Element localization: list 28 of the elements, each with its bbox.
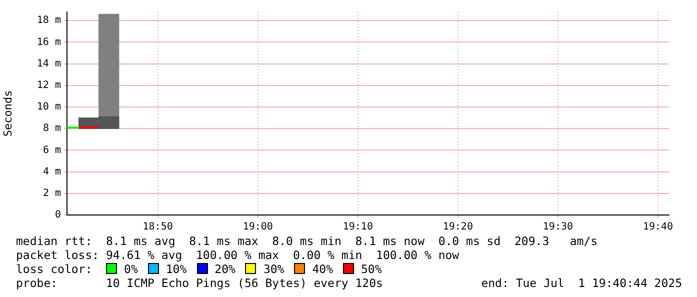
x-tick-label: 19:20: [442, 222, 473, 233]
legend-label: 50%: [360, 262, 382, 276]
x-tick-label: 19:10: [342, 222, 373, 233]
y-tick-label: 14 m: [36, 58, 61, 70]
y-tick-label: 12 m: [36, 80, 61, 92]
x-tick-label: 19:40: [642, 222, 674, 233]
legend-label: 20%: [214, 262, 236, 276]
y-tick-label: 0: [54, 210, 61, 221]
text: probe: 10 ICMP Echo Pings (56 Bytes) every 120s: [16, 276, 383, 290]
x-tick-label: 18:50: [142, 222, 173, 233]
x-tick-label: 19:30: [542, 222, 574, 233]
y-tick-label: 16 m: [36, 36, 61, 48]
y-tick-label: 8 m: [42, 123, 61, 134]
text: packet loss: 94.61 % avg 100.00 % max 0.00 % min 100.00 % now: [16, 248, 460, 262]
x-tick-label: 19:00: [242, 222, 273, 233]
y-tick-label: 4 m: [42, 166, 61, 178]
legend-label: 40%: [311, 262, 333, 276]
y-tick-label: 2 m: [42, 188, 61, 199]
legend-label: 30%: [262, 262, 284, 276]
y-tick-label: 18 m: [36, 15, 61, 26]
y-axis-title: Seconds: [1, 90, 14, 137]
legend-label: 10%: [164, 262, 187, 276]
y-tick-label: 6 m: [42, 144, 61, 156]
y-tick-label: 10 m: [36, 102, 61, 113]
legend-title: loss color:: [16, 262, 94, 276]
text: median rtt: 8.1 ms avg 8.1 ms max 8.0 ms min 8.1 ms now 0.0 ms sd 209.3 am/s: [16, 234, 599, 248]
legend-label: 0%: [123, 262, 138, 276]
text: end: Tue Jul 1 19:40:44 2025: [481, 276, 682, 290]
